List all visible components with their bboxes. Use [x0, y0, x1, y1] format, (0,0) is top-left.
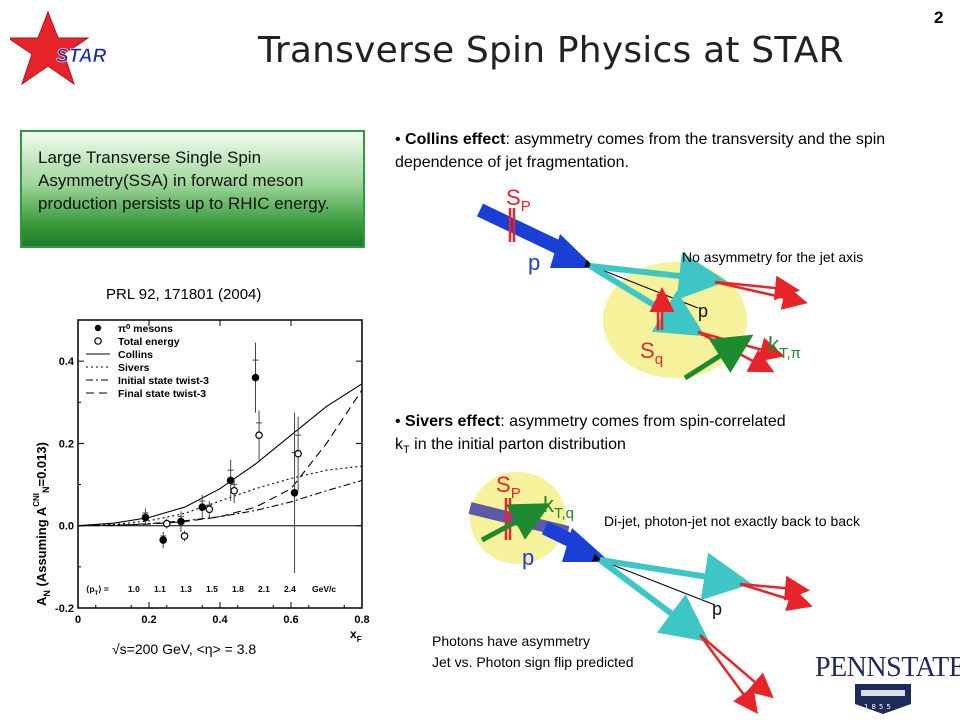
- proton-beam-arrow: [476, 203, 572, 259]
- sp-label: SP: [506, 185, 531, 215]
- legend-marker-open: [94, 337, 102, 345]
- collins-diagram: SP p p Sq kT,π: [476, 185, 808, 381]
- legend-label: π⁰ mesons: [118, 323, 173, 335]
- photon-red-arrow-2: [698, 634, 758, 715]
- x-tick-label: 0: [75, 614, 81, 626]
- y-axis-label: AN (Assuming ACNIN=0.013): [32, 442, 52, 606]
- energy-caption: √s=200 GeV, <η> = 3.8: [112, 641, 257, 657]
- star-logo-text: STAR: [56, 46, 107, 67]
- curve-dotted: [77, 465, 363, 527]
- legend-label: Initial state twist-3: [118, 375, 209, 387]
- sivers-text-a: : asymmetry comes from spin-correlated: [500, 413, 786, 430]
- kt-q-label: kT,q: [543, 492, 574, 522]
- pt-value: 2.1: [258, 584, 270, 594]
- pt-row-label: ⟨pT⟩ =: [86, 584, 109, 597]
- x-tick-label: 0.2: [141, 614, 156, 626]
- pt-unit: GeV/c: [312, 584, 336, 594]
- pi0-point: [198, 503, 207, 512]
- legend-marker-filled: [94, 324, 102, 332]
- sivers-k: k: [395, 436, 403, 453]
- photon-note-1: Photons have asymmetry: [432, 633, 590, 649]
- p-label-sivers: p: [522, 545, 534, 570]
- ssa-summary-box: Large Transverse Single Spin Asymmetry(S…: [20, 130, 365, 248]
- p-label: p: [528, 250, 540, 275]
- pi0-point: [290, 489, 299, 497]
- kt-pi-arrow: [683, 334, 754, 381]
- x-axis-label: xF: [350, 627, 362, 644]
- x-tick-label: 0.6: [283, 614, 298, 626]
- slide-title: Transverse Spin Physics at STAR: [258, 30, 844, 71]
- y-tick-label: -0.2: [55, 603, 74, 615]
- total-energy-point: [294, 449, 302, 458]
- y-tick-label: 0.4: [59, 356, 75, 368]
- collins-term: Collins effect: [405, 131, 506, 148]
- pt-value: 1.1: [154, 584, 166, 594]
- total-energy-point: [180, 532, 189, 540]
- curve-dashdot: [77, 479, 363, 527]
- curve-solid: [77, 383, 363, 527]
- pi0-point: [226, 476, 235, 485]
- pi0-point: [251, 373, 260, 382]
- pennstate-logo: PENNSTATE 1855: [815, 652, 960, 714]
- collins-note: No asymmetry for the jet axis: [682, 249, 864, 265]
- pt-value: 1.0: [128, 584, 140, 594]
- total-energy-point: [230, 486, 239, 495]
- sivers-note: Di-jet, photon-jet not exactly back to b…: [604, 513, 861, 529]
- jet-red-arrow-2: [739, 582, 813, 612]
- sp-label-sivers: SP: [496, 472, 521, 502]
- sivers-bullet: • Sivers effect: asymmetry comes from sp…: [395, 413, 786, 457]
- total-energy-point: [255, 431, 263, 440]
- pi0-point: [159, 536, 168, 544]
- citation: PRL 92, 171801 (2004): [106, 286, 262, 303]
- pennstate-text-b: STATE: [886, 652, 960, 683]
- pt-value: 1.8: [232, 584, 244, 594]
- kt-q-arrow: [480, 503, 551, 543]
- jet-teal-arrow: [589, 252, 727, 300]
- proton-beam-arrowhead-sivers: [562, 528, 610, 562]
- pennstate-wordmark: PENNSTATE: [815, 652, 960, 684]
- collins-text: : asymmetry comes from the transversity …: [395, 131, 886, 171]
- curve-dashed: [77, 389, 363, 527]
- sq-label: Sq: [640, 338, 663, 368]
- star-logo-icon: [10, 10, 90, 86]
- photon-red-arrow-1: [699, 634, 774, 699]
- p-vector-label: p: [698, 301, 708, 321]
- pt-value: 1.3: [180, 584, 192, 594]
- legend-label: Total energy: [118, 336, 180, 348]
- y-tick-label: 0.0: [59, 521, 74, 533]
- pennstate-shield-icon: [855, 684, 911, 714]
- hadron-red-arrow-2: [714, 280, 808, 310]
- legend-label: Sivers: [118, 362, 150, 374]
- y-tick-label: 0.2: [59, 438, 74, 450]
- legend-label: Final state twist-3: [118, 388, 206, 400]
- quark-arrow: [588, 263, 706, 337]
- p-vector-label-sivers: p: [712, 599, 722, 619]
- proton-beam-arrowhead: [550, 234, 595, 268]
- ssa-summary-text: Large Transverse Single Spin Asymmetry(S…: [38, 148, 330, 213]
- pi0-point: [141, 513, 150, 522]
- x-tick-label: 0.8: [354, 614, 369, 626]
- sivers-text-b: in the initial parton distribution: [409, 436, 626, 453]
- pt-value: 1.5: [206, 584, 218, 594]
- x-tick-label: 0.4: [212, 614, 228, 626]
- sivers-diagram: SP kT,q p p: [468, 472, 813, 715]
- pennstate-text-a: PENN: [815, 652, 887, 683]
- jet-teal-arrow-sivers: [599, 552, 752, 601]
- total-energy-point: [162, 519, 171, 528]
- photon-teal-arrow: [598, 557, 710, 643]
- sivers-term: Sivers effect: [405, 413, 501, 430]
- pt-value: 2.4: [284, 584, 296, 594]
- pennstate-year: 1855: [864, 703, 894, 711]
- collins-bullet: • Collins effect: asymmetry comes from t…: [395, 131, 886, 171]
- total-energy-point: [205, 505, 214, 514]
- page-number: 2: [934, 8, 944, 27]
- kt-pi-label: kT,π: [768, 332, 801, 362]
- legend-label: Collins: [118, 349, 153, 361]
- star-logo: STAR: [10, 10, 107, 86]
- sivers-k-sub: T: [403, 444, 410, 457]
- photon-note-2: Jet vs. Photon sign flip predicted: [432, 654, 634, 670]
- pi0-point: [177, 517, 185, 526]
